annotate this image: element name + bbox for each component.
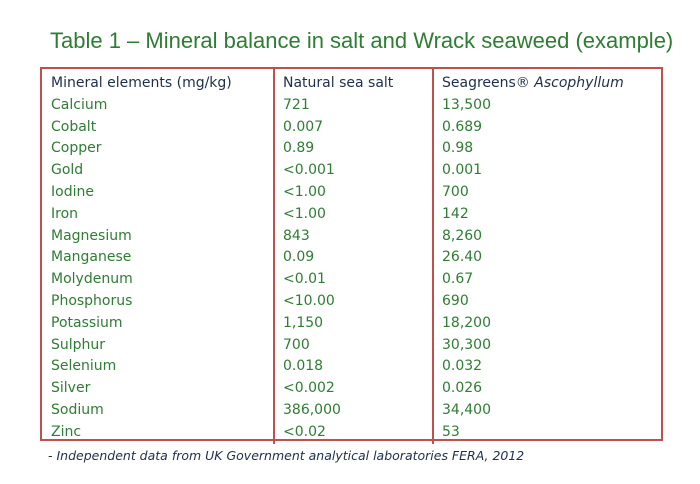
seaweed-value: 0.98 — [442, 140, 474, 157]
seaweed-value: 30,300 — [442, 336, 491, 353]
mineral-name: Cobalt — [51, 118, 97, 135]
seaweed-value: 0.026 — [442, 380, 483, 397]
seaweed-value: 8,260 — [442, 227, 483, 244]
salt-value: 1,150 — [283, 314, 324, 331]
header-seaweed-prefix: Seagreens® — [442, 75, 535, 91]
header-seaweed: Seagreens® Ascophyllum — [442, 73, 661, 95]
mineral-name: Manganese — [51, 249, 132, 266]
seaweed-value: 700 — [442, 183, 469, 200]
salt-value: 0.89 — [283, 140, 315, 157]
seaweed-value: 53 — [442, 423, 460, 440]
mineral-name: Magnesium — [51, 227, 132, 244]
table-title: Table 1 – Mineral balance in salt and Wr… — [50, 28, 674, 53]
seaweed-value: 0.032 — [442, 358, 483, 375]
salt-column: Natural sea salt 721 0.007 0.89 <0.001 <1.00… — [273, 69, 432, 444]
seaweed-value: 690 — [442, 292, 469, 309]
salt-value: <1.00 — [283, 205, 326, 222]
seaweed-value: 26.40 — [442, 249, 483, 266]
mineral-name: Sodium — [51, 401, 104, 418]
seaweed-value: 142 — [442, 205, 469, 222]
seaweed-value: 0.67 — [442, 271, 474, 288]
mineral-name: Molydenum — [51, 271, 133, 288]
seaweed-value: 13,500 — [442, 96, 491, 113]
seaweed-value: 34,400 — [442, 401, 491, 418]
header-seaweed-italic: Ascophyllum — [534, 75, 624, 91]
mineral-name: Gold — [51, 162, 84, 179]
salt-value: 843 — [283, 227, 310, 244]
salt-value: <10.00 — [283, 292, 335, 309]
mineral-name: Copper — [51, 140, 102, 157]
salt-value: 721 — [283, 96, 310, 113]
mineral-name: Selenium — [51, 358, 117, 375]
salt-value: <1.00 — [283, 183, 326, 200]
salt-value: <0.002 — [283, 380, 335, 397]
salt-value: 386,000 — [283, 401, 341, 418]
header-mineral: Mineral elements (mg/kg) — [51, 75, 232, 91]
seaweed-column: Seagreens® Ascophyllum 13,500 0.689 0.98 0.… — [432, 69, 661, 444]
seaweed-value: 0.689 — [442, 118, 483, 135]
seaweed-value: 18,200 — [442, 314, 491, 331]
footnote: - Independent data from UK Government an… — [48, 448, 525, 463]
salt-value: 0.018 — [283, 358, 324, 375]
salt-value: 0.007 — [283, 118, 324, 135]
salt-value: 700 — [283, 336, 310, 353]
mineral-name: Potassium — [51, 314, 123, 331]
salt-value: <0.01 — [283, 271, 326, 288]
mineral-name: Iodine — [51, 183, 94, 200]
seaweed-value: 0.001 — [442, 162, 483, 179]
mineral-table: Mineral elements (mg/kg) Calcium Cobalt Co… — [40, 67, 663, 444]
mineral-column: Mineral elements (mg/kg) Calcium Cobalt Co… — [42, 69, 273, 444]
mineral-name: Silver — [51, 380, 91, 397]
mineral-name: Calcium — [51, 96, 108, 113]
mineral-name: Sulphur — [51, 336, 106, 353]
mineral-name: Iron — [51, 205, 79, 222]
salt-value: <0.02 — [283, 423, 326, 440]
salt-value: 0.09 — [283, 249, 315, 266]
salt-value: <0.001 — [283, 162, 335, 179]
mineral-name: Phosphorus — [51, 292, 133, 309]
mineral-name: Zinc — [51, 423, 82, 440]
header-salt: Natural sea salt — [283, 75, 394, 91]
